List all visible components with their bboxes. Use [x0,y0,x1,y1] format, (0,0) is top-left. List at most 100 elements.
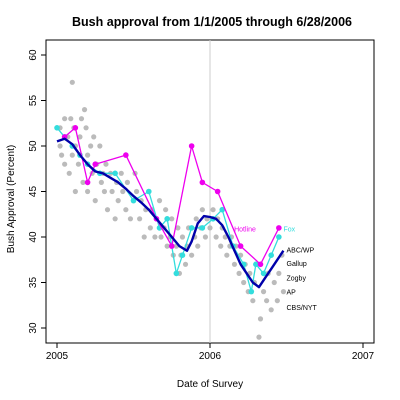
annotation-abc-wp: ABC/WP [287,247,315,254]
annotation-fox: Fox [283,227,295,234]
all-polls-point [72,188,78,195]
all-polls-point [112,216,118,222]
all-polls-point [58,152,65,158]
all-polls-point [256,334,262,340]
all-polls-point [80,179,86,185]
all-polls-point [62,161,68,167]
all-polls-point [69,79,75,85]
fox-point [146,188,152,195]
all-polls-point [257,316,264,322]
all-polls-point [241,279,247,286]
x-axis-label: Date of Survey [177,379,243,390]
trend-line [56,137,285,289]
fox-point [268,252,275,258]
fox-point [253,261,259,268]
y-tick-label: 40 [28,231,39,243]
all-polls-point [224,252,230,258]
hotline-point [72,125,79,131]
x-tick-label: 2006 [199,351,222,362]
all-polls-point [69,152,75,158]
x-tick-label: 2007 [352,351,375,362]
all-polls-point [207,225,213,231]
all-polls-point [77,134,83,140]
all-polls-point [179,234,186,240]
all-polls-point [169,216,175,222]
all-polls-point [164,243,170,249]
fox-point [164,216,170,222]
fox-point [276,234,282,240]
all-polls-point [124,179,130,185]
all-polls-point [231,261,238,267]
hotline-point [214,188,221,195]
fox-point [130,197,137,204]
fox-point [199,225,206,231]
all-polls-point [260,289,267,295]
all-polls-point [152,234,158,240]
fox-point [248,288,255,295]
fox-point [112,170,118,177]
fox-point [54,125,60,131]
all-polls-point [199,207,205,213]
all-polls-point [210,207,216,213]
y-tick-label: 50 [28,140,39,152]
hotline-point [84,179,91,186]
all-polls-point [158,234,164,240]
annotation-gallup: Gallup [287,261,307,268]
all-polls-point [147,225,153,231]
all-polls-point [83,125,89,131]
all-polls-point [103,161,109,167]
all-polls-point [66,170,72,176]
y-tick-label: 45 [28,186,39,198]
fox-point [179,252,186,258]
all-polls-point [213,234,219,240]
all-polls-point [78,116,85,122]
annotation-zogby: Zogby [287,276,307,283]
all-polls-point [97,143,103,149]
all-polls-point [193,216,199,222]
hotline-point [257,261,264,268]
annotation-hotline: Hotline [234,227,256,234]
all-polls-point [218,243,224,249]
y-tick-label: 60 [28,49,39,61]
chart-title: Bush approval from 1/1/2005 through 6/28… [72,15,352,29]
x-tick-label: 2005 [46,351,69,362]
y-axis-label: Bush Approval (Percent) [6,145,17,253]
all-polls-point [236,270,242,276]
all-polls-point [264,298,270,304]
all-polls-point [133,188,140,195]
annotation-ap: AP [287,289,297,296]
all-polls-point [182,261,189,267]
all-polls-point [115,198,121,204]
hotline-point [276,225,282,231]
all-polls-point [175,225,181,231]
all-polls-point [92,198,98,204]
all-polls-point [141,234,147,240]
all-polls-point [195,243,201,249]
all-polls-point [156,198,163,204]
all-polls-point [75,161,82,167]
all-polls-point [280,289,287,295]
all-polls-point [104,207,111,213]
annotation-cbs-nyt: CBS/NYT [287,305,318,312]
hotline-point [199,179,206,186]
all-polls-point [85,188,91,195]
all-polls-point [268,307,274,313]
fox-point [260,270,267,277]
y-tick-label: 55 [28,95,39,107]
hotline-point [123,152,129,158]
hotline-point [168,243,175,249]
all-polls-point [81,107,88,113]
all-polls-point [250,298,256,304]
all-polls-point [98,179,104,185]
all-polls-point [101,188,108,195]
all-polls-point [123,207,129,213]
plot-area: 2005 2006 2007 30 35 40 45 50 55 60 Hotline Fox ABC/… [28,39,375,362]
all-polls-point [91,134,97,140]
all-polls-point [85,152,91,158]
hotline-point [188,143,195,149]
all-polls-point [120,188,126,195]
all-polls-point [57,143,63,149]
y-tick-label: 35 [28,277,39,289]
hotline-point [237,243,244,249]
